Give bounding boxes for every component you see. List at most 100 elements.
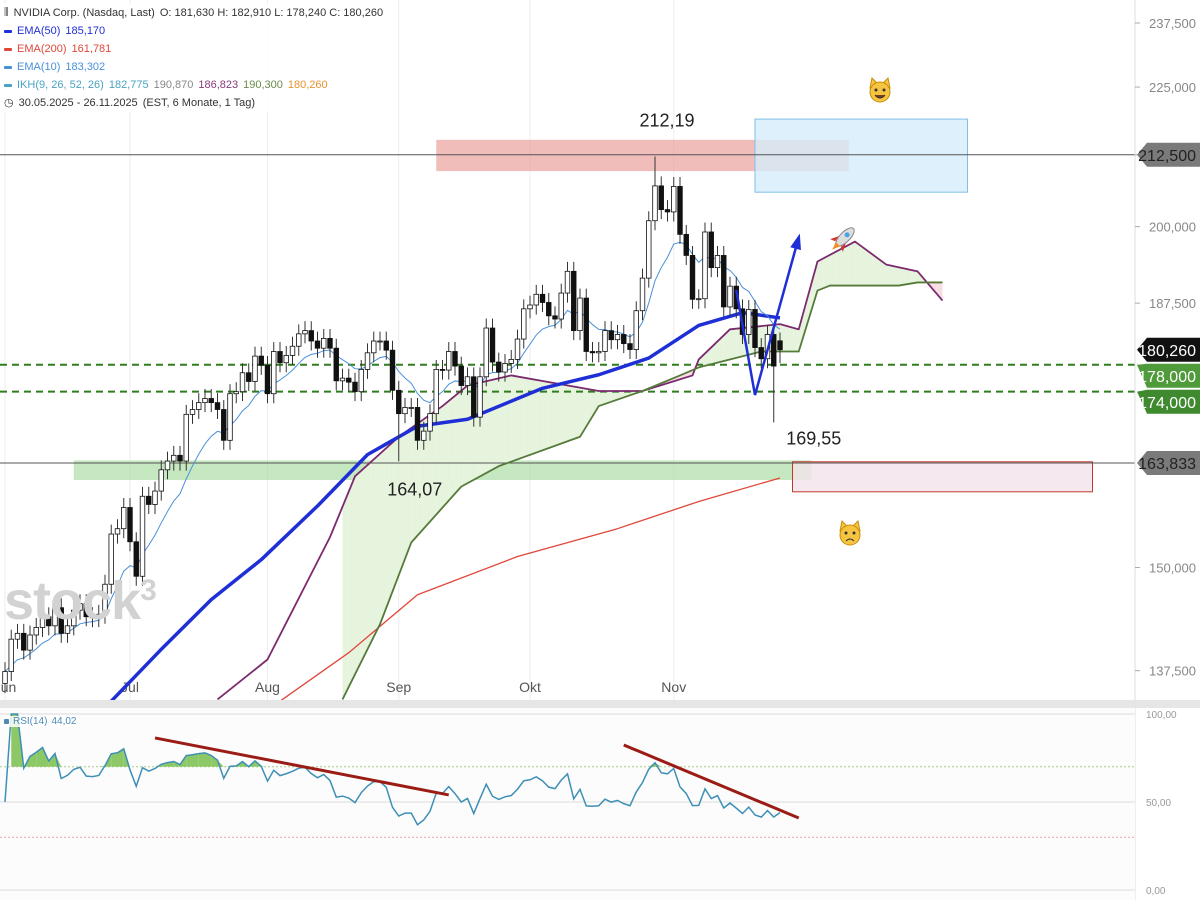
- ichimoku-cloud-segment: [823, 254, 830, 289]
- candle-body: [533, 293, 539, 306]
- candlestick: [539, 284, 546, 313]
- x-tick-label: Aug: [255, 679, 280, 695]
- candlestick: [171, 445, 177, 471]
- ichimoku-cloud-segment: [348, 476, 355, 687]
- candle-body: [721, 255, 727, 308]
- price-tag-text: 163,833: [1138, 456, 1196, 473]
- instrument-name[interactable]: NVIDIA Corp. (Nasdaq, Last): [13, 7, 155, 19]
- period-row: ◷ 30.05.2025 - 26.11.2025 (EST, 6 Monate, …: [4, 94, 383, 112]
- candlestick: [508, 349, 514, 373]
- candle-body: [171, 454, 177, 462]
- legend-ema50[interactable]: EMA(50) 185,170: [4, 22, 383, 40]
- candle-body: [664, 209, 671, 213]
- candle-body: [577, 297, 583, 332]
- candle-body: [358, 369, 364, 393]
- candle-body: [333, 347, 339, 382]
- rsi-label[interactable]: RSI(14): [13, 716, 48, 727]
- candlestick: [427, 404, 433, 441]
- candlestick: [133, 532, 139, 586]
- price-annotation: 212,19: [639, 111, 694, 131]
- ichimoku-cloud-segment: [505, 375, 512, 464]
- candle-body: [539, 293, 546, 303]
- candlestick: [464, 367, 471, 396]
- ichimoku-cloud-segment: [855, 241, 862, 286]
- ichimoku-cloud-segment: [580, 387, 587, 437]
- candle-body: [208, 398, 214, 404]
- price-tag-bg: [1137, 389, 1200, 414]
- ichimoku-cloud-segment: [905, 268, 912, 285]
- y-tick-label: 187,500: [1149, 296, 1196, 311]
- candle-body: [508, 359, 514, 364]
- price-tag-bg: [1137, 337, 1200, 362]
- y-tick-label: 237,500: [1149, 16, 1196, 31]
- rsi-overbought-fill: [55, 753, 62, 767]
- rsi-overbought-fill: [11, 714, 18, 767]
- candle-body: [483, 327, 489, 378]
- candlestick: [221, 400, 227, 450]
- candle-body: [683, 233, 689, 256]
- candle-body: [296, 333, 302, 347]
- rsi-overbought-fill: [261, 766, 268, 767]
- candle-body: [252, 355, 258, 382]
- candle-body: [458, 365, 464, 386]
- legend-value: 186,823: [198, 79, 239, 91]
- candle-body: [621, 334, 627, 345]
- ichimoku-cloud-segment: [448, 395, 455, 501]
- period-range[interactable]: 30.05.2025 - 26.11.2025: [18, 97, 138, 109]
- candlestick: [558, 283, 564, 329]
- candlestick: [77, 594, 83, 620]
- rsi-overbought-fill: [211, 755, 218, 767]
- candle-body: [202, 398, 208, 404]
- ichimoku-cloud-segment: [873, 255, 880, 286]
- ichimoku-cloud-segment: [455, 390, 462, 494]
- legend-ema10[interactable]: EMA(10) 183,302: [4, 58, 383, 76]
- legend-ikh[interactable]: IKH(9, 26, 52, 26) 182,775 190,870 186,823 1…: [4, 76, 383, 94]
- candlestick: [639, 268, 646, 321]
- price-axis-background: [1135, 0, 1200, 900]
- candlestick: [521, 299, 527, 349]
- candle-body: [658, 185, 664, 210]
- candle-body: [77, 603, 83, 611]
- ichimoku-cloud-segment: [586, 388, 593, 427]
- candle-body: [52, 607, 58, 627]
- candlestick: [108, 524, 114, 594]
- ichimoku-cloud-segment: [405, 427, 412, 559]
- ichimoku-cloud-segment: [861, 246, 868, 286]
- candlestick: [377, 331, 383, 351]
- candle-body: [258, 355, 264, 366]
- price-tag-bg: [1137, 451, 1200, 476]
- ema10-swatch: [4, 65, 12, 69]
- legend-label: EMA(200): [17, 43, 67, 55]
- candlestick: [327, 328, 333, 358]
- cat-face: [839, 524, 861, 546]
- panel-divider[interactable]: [0, 700, 1200, 708]
- ichimoku-cloud-segment: [411, 423, 418, 543]
- level-price-tag: 178,000: [1137, 363, 1200, 388]
- candle-body: [108, 533, 114, 585]
- ichimoku-cloud-segment: [342, 491, 349, 700]
- legend-ema200[interactable]: EMA(200) 161,781: [4, 40, 383, 58]
- candlestick: [177, 445, 183, 471]
- rsi-overbought-fill: [648, 762, 655, 767]
- candlestick-icon: ⫼: [4, 7, 9, 18]
- ichimoku-cloud-segment: [548, 382, 555, 448]
- rsi-swatch: [4, 719, 9, 724]
- candlestick: [533, 284, 539, 315]
- candlestick: [246, 363, 252, 392]
- ichimoku-cloud-segment: [423, 414, 430, 529]
- candlestick: [121, 498, 127, 539]
- candle-body: [583, 297, 589, 352]
- cat-eye: [874, 88, 878, 92]
- candlestick: [302, 321, 308, 344]
- candlestick: [308, 321, 314, 351]
- candle-body: [558, 292, 564, 320]
- candlestick: [2, 662, 8, 693]
- candle-body: [377, 340, 383, 343]
- candlestick: [752, 300, 758, 358]
- price-annotation: 164,07: [387, 479, 442, 499]
- ichimoku-cloud-segment: [911, 269, 918, 284]
- candlestick: [414, 397, 421, 450]
- candlestick: [196, 393, 202, 420]
- candle-body: [527, 304, 533, 310]
